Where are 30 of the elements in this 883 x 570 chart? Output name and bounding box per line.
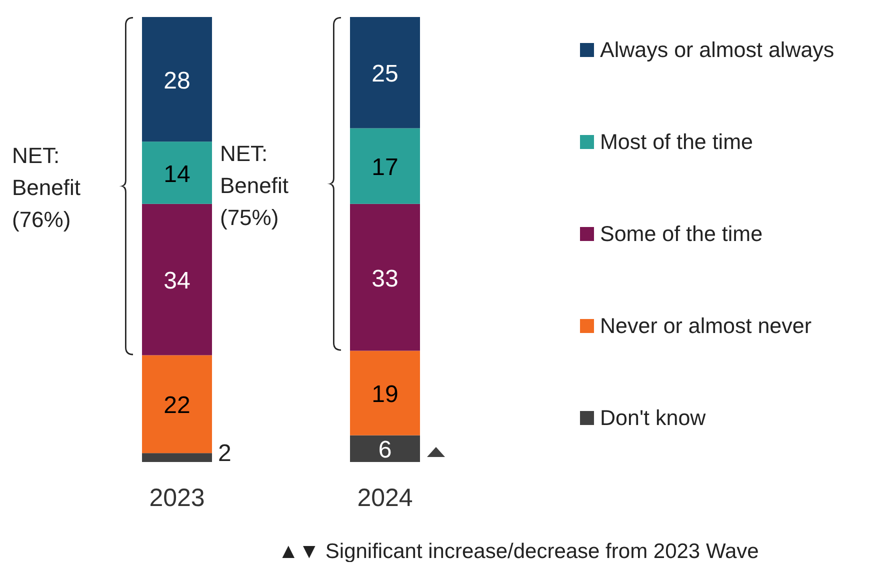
bar <box>350 435 420 462</box>
x-tick-label: 2024 <box>357 484 413 512</box>
annotation: NET: Benefit (75%) <box>220 140 288 230</box>
data-label: 6 <box>378 436 392 464</box>
bar <box>350 204 420 351</box>
bar <box>350 350 420 436</box>
bar <box>142 453 212 462</box>
data-label: 2 <box>218 440 232 467</box>
bar <box>142 355 212 454</box>
legend-label: Never or almost never <box>600 314 812 338</box>
data-label: 33 <box>372 265 398 292</box>
data-label: 14 <box>164 160 190 188</box>
data-label: 25 <box>372 60 398 88</box>
data-label: 19 <box>372 381 398 408</box>
x-tick-label: 2023 <box>149 484 205 512</box>
bar <box>142 17 212 142</box>
legend-label: Some of the time <box>600 222 763 246</box>
legend-label: Most of the time <box>600 130 753 154</box>
legend-label: Always or almost always <box>600 38 834 62</box>
data-label: 34 <box>164 268 190 295</box>
bar <box>350 17 420 128</box>
bar <box>142 204 212 356</box>
data-label: 22 <box>164 392 190 420</box>
legend-label: Don't know <box>600 406 706 430</box>
annotation: NET: Benefit (76%) <box>12 143 80 232</box>
data-label: 28 <box>164 67 190 94</box>
bar <box>350 128 420 204</box>
data-label: 17 <box>372 154 398 182</box>
bar <box>142 142 212 204</box>
text: ▲▼ Significant increase/decrease from 2023 Wave <box>278 540 759 563</box>
